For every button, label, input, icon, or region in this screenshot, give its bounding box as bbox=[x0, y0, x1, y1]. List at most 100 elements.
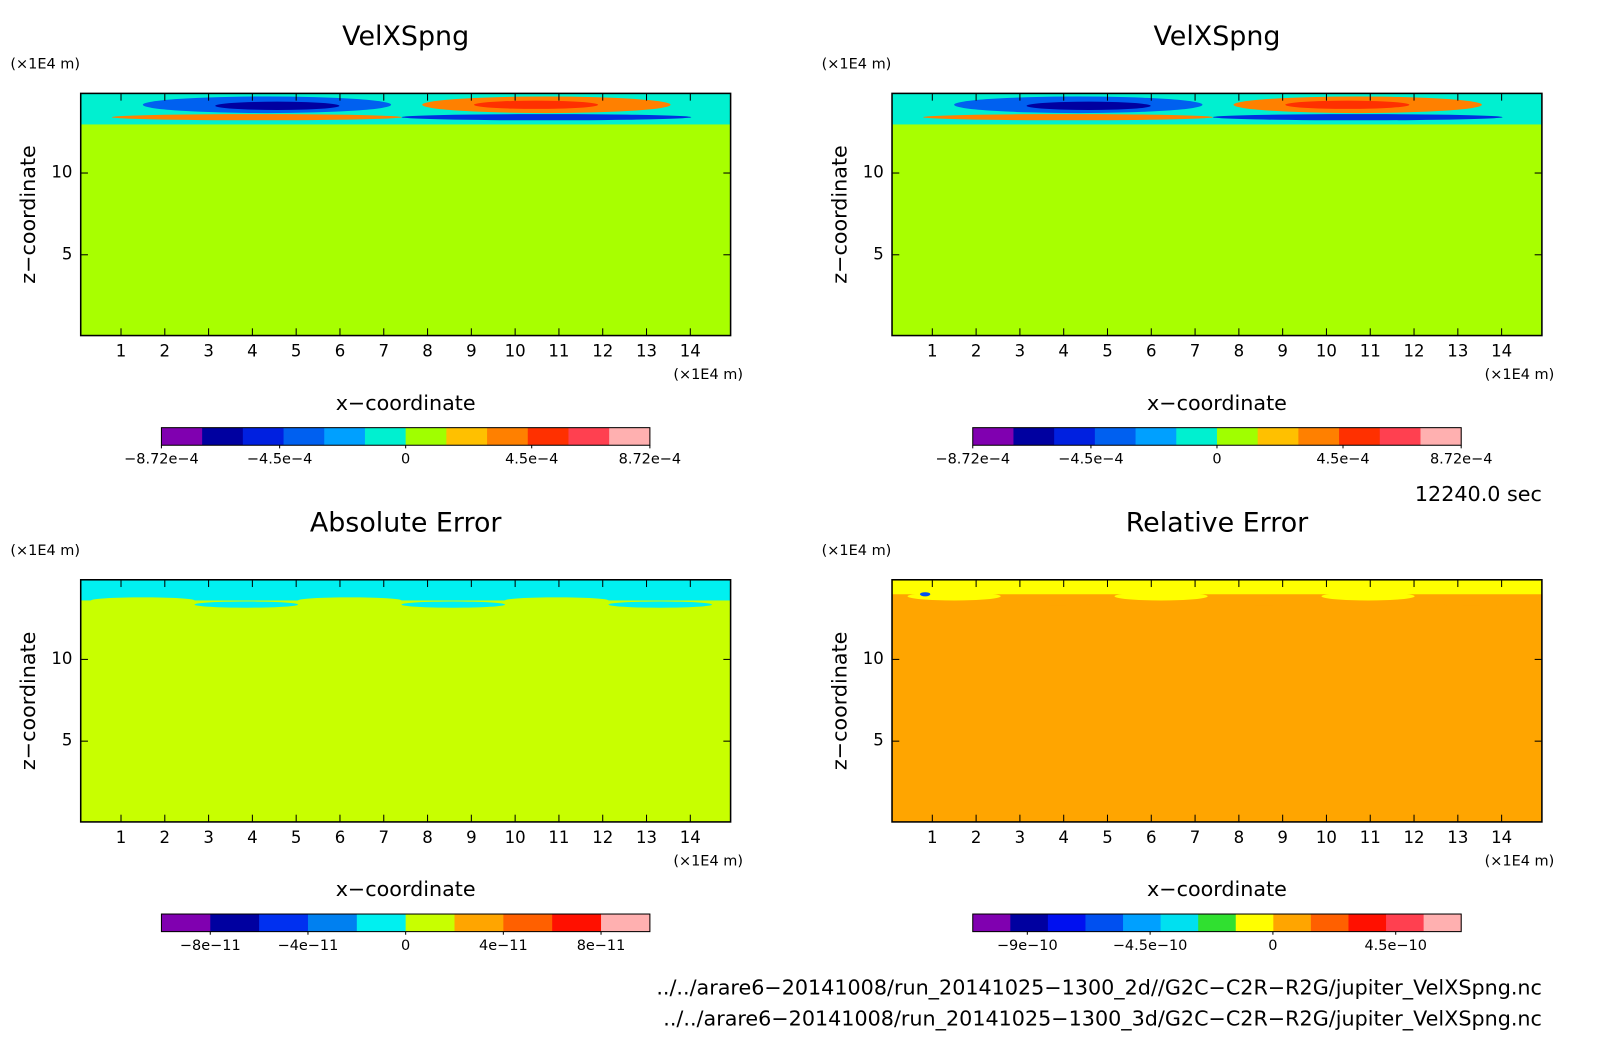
colorbar-swatch bbox=[552, 914, 602, 932]
x-axis-label: x−coordinate bbox=[1147, 877, 1287, 901]
x-unit: (×1E4 m) bbox=[1485, 853, 1555, 869]
colorbar-swatch bbox=[1257, 427, 1299, 446]
colorbar-frame bbox=[972, 913, 1462, 933]
x-unit: (×1E4 m) bbox=[1485, 367, 1555, 383]
colorbar-swatch bbox=[1054, 427, 1096, 446]
colorbar-swatch bbox=[1339, 427, 1381, 446]
x-tick-label: 13 bbox=[1447, 828, 1468, 847]
field-band bbox=[892, 579, 1542, 595]
panel: VelXSpng (×1E4 m) z−coordinate (×1E4 m) x−co… bbox=[822, 21, 1555, 468]
y-unit: (×1E4 m) bbox=[10, 56, 80, 72]
panel-title: Absolute Error bbox=[310, 507, 503, 538]
field-patch bbox=[194, 601, 299, 608]
y-axis-label: z−coordinate bbox=[16, 145, 40, 284]
colorbar-swatch bbox=[1085, 914, 1124, 932]
field-pos bbox=[473, 100, 599, 109]
x-tick-label: 8 bbox=[1234, 342, 1245, 361]
colorbar-tick-label: −8.72e−4 bbox=[935, 452, 1010, 468]
x-tick-label: 1 bbox=[116, 342, 127, 361]
x-tick-label: 1 bbox=[116, 828, 127, 847]
colorbar-tick-label: 4.5e−4 bbox=[1316, 452, 1369, 468]
x-unit: (×1E4 m) bbox=[673, 367, 743, 383]
x-tick-label: 10 bbox=[1316, 342, 1337, 361]
panel-title: VelXSpng bbox=[342, 21, 469, 52]
colorbar-swatch bbox=[568, 427, 610, 446]
x-tick-label: 1 bbox=[927, 828, 938, 847]
colorbar-swatch bbox=[609, 427, 651, 446]
panel-title: VelXSpng bbox=[1153, 21, 1280, 52]
colorbar-swatch bbox=[1176, 427, 1218, 446]
field-bg bbox=[892, 93, 1542, 336]
field-patch bbox=[608, 601, 712, 608]
field-neg bbox=[1212, 114, 1503, 121]
x-tick-label: 14 bbox=[680, 342, 701, 361]
field-bg bbox=[892, 579, 1542, 822]
colorbar-swatch bbox=[1123, 914, 1162, 932]
field-patch bbox=[907, 592, 1001, 601]
x-tick-label: 6 bbox=[1146, 342, 1157, 361]
x-tick-label: 1 bbox=[927, 342, 938, 361]
colorbar-swatch bbox=[356, 914, 407, 932]
field-patch bbox=[1424, 597, 1519, 606]
x-tick-label: 2 bbox=[160, 342, 171, 361]
colorbar-swatch bbox=[1310, 914, 1349, 932]
colorbar-tick-label: 4.5e−10 bbox=[1364, 938, 1426, 954]
y-tick-label: 10 bbox=[51, 649, 72, 668]
x-tick-label: 5 bbox=[291, 828, 302, 847]
y-unit: (×1E4 m) bbox=[822, 56, 892, 72]
file-path: ../../arare6−20141008/run_20141025−1300_… bbox=[663, 1007, 1542, 1032]
y-tick-label: 10 bbox=[863, 163, 884, 182]
x-tick-label: 11 bbox=[548, 342, 569, 361]
x-tick-label: 5 bbox=[1102, 342, 1113, 361]
file-path: ../../arare6−20141008/run_20141025−1300_… bbox=[656, 976, 1542, 1001]
panel: Relative Error (×1E4 m) z−coordinate (×1E4 … bbox=[822, 507, 1555, 954]
colorbar-swatch bbox=[1198, 914, 1237, 932]
y-tick-label: 5 bbox=[873, 244, 884, 263]
colorbar-swatch bbox=[1094, 427, 1137, 446]
colorbar-swatch bbox=[1348, 914, 1387, 932]
x-tick-label: 6 bbox=[1146, 828, 1157, 847]
colorbar-swatch bbox=[1013, 427, 1055, 446]
x-tick-label: 12 bbox=[1404, 342, 1425, 361]
field-bg bbox=[80, 93, 731, 336]
x-axis-label: x−coordinate bbox=[336, 877, 476, 901]
x-tick-label: 11 bbox=[1360, 342, 1381, 361]
x-tick-label: 3 bbox=[203, 342, 214, 361]
colorbar-swatch bbox=[210, 914, 260, 932]
x-tick-label: 7 bbox=[1190, 342, 1201, 361]
colorbar-tick-label: −4.5e−4 bbox=[247, 452, 312, 468]
time-label: 12240.0 sec bbox=[1415, 482, 1542, 506]
colorbar-tick-label: 0 bbox=[401, 452, 410, 468]
panel: VelXSpng (×1E4 m) z−coordinate (×1E4 m) x−co… bbox=[10, 21, 743, 468]
colorbar-swatch bbox=[242, 427, 285, 446]
colorbar-swatch bbox=[283, 427, 325, 446]
colorbar-tick-label: 4e−11 bbox=[479, 938, 528, 954]
colorbar-swatch bbox=[503, 914, 553, 932]
x-tick-label: 4 bbox=[247, 342, 258, 361]
x-tick-label: 7 bbox=[378, 828, 389, 847]
field-patch bbox=[1114, 592, 1208, 601]
x-tick-label: 12 bbox=[592, 828, 613, 847]
colorbar-swatch bbox=[161, 914, 211, 932]
colorbar-swatch bbox=[1386, 914, 1425, 932]
colorbar-swatch bbox=[1235, 914, 1274, 932]
plot-frame bbox=[891, 92, 1543, 337]
y-tick-label: 10 bbox=[863, 649, 884, 668]
field-patch bbox=[91, 597, 195, 604]
x-tick-label: 11 bbox=[548, 828, 569, 847]
colorbar-swatch bbox=[446, 427, 488, 446]
colorbar-swatch bbox=[527, 427, 569, 446]
colorbar-swatch bbox=[1420, 427, 1462, 446]
field-pos bbox=[1285, 100, 1410, 109]
x-tick-label: 4 bbox=[1058, 828, 1069, 847]
x-axis-label: x−coordinate bbox=[1147, 391, 1287, 415]
x-tick-label: 2 bbox=[160, 828, 171, 847]
y-axis-label: z−coordinate bbox=[827, 632, 851, 771]
colorbar-tick-label: 8.72e−4 bbox=[1430, 452, 1492, 468]
colorbar-tick-label: −4e−11 bbox=[278, 938, 339, 954]
colorbar-swatch bbox=[1010, 914, 1049, 932]
x-tick-label: 2 bbox=[971, 828, 982, 847]
colorbar-swatch bbox=[1298, 427, 1340, 446]
x-tick-label: 2 bbox=[971, 342, 982, 361]
colorbar-swatch bbox=[1423, 914, 1462, 932]
